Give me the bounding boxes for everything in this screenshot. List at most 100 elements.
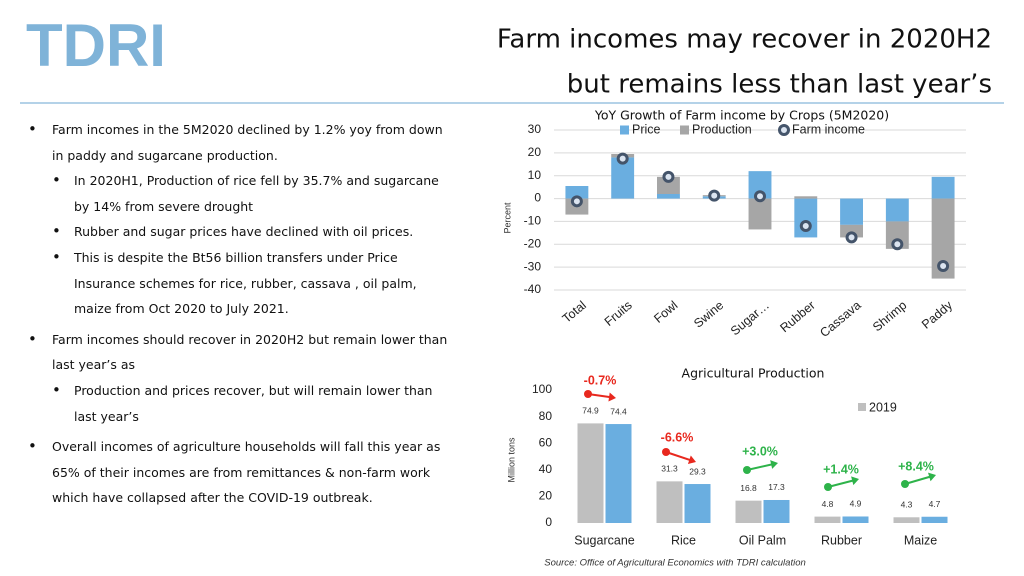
bullet-text: Production and prices recover, but will …	[74, 382, 433, 424]
marker	[937, 260, 950, 272]
value-label: 31.3	[661, 464, 678, 474]
sub-bullet: This is despite the Bt56 billion transfe…	[28, 245, 468, 322]
x-tick-label: Shrimp	[870, 298, 909, 334]
x-tick-label: Oil Palm	[739, 533, 786, 547]
y-tick-label: 80	[539, 409, 553, 423]
value-label: 4.8	[822, 499, 834, 509]
arrow-head	[687, 455, 696, 465]
x-tick-label: Rubber	[777, 298, 817, 335]
x-tick-label: Maize	[904, 533, 937, 547]
bar	[577, 423, 604, 523]
bar-segment	[931, 198, 955, 279]
value-label: 74.4	[610, 406, 627, 416]
arrow-head	[928, 472, 936, 482]
marker	[891, 238, 904, 251]
y-tick-label: -30	[524, 259, 542, 273]
x-tick-label: Cassava	[817, 298, 863, 340]
bar	[842, 516, 869, 523]
legend-label: Production	[692, 122, 752, 136]
source: Source: Office of Agricultural Economics…	[544, 558, 806, 569]
y-tick-label: 20	[528, 145, 542, 159]
bar-segment	[885, 198, 909, 222]
marker	[662, 170, 675, 183]
bar-segment	[657, 176, 680, 194]
legend-swatch	[858, 403, 866, 411]
marker	[708, 189, 721, 202]
bullet-text: This is despite the Bt56 billion transfe…	[74, 249, 417, 317]
sub-bullet: Production and prices recover, but will …	[28, 378, 468, 429]
y-axis-label: Percent	[502, 202, 512, 234]
x-tick-label: Rubber	[821, 533, 862, 547]
annotation: +8.4%	[898, 459, 934, 473]
title-line: but remains less than last year’s	[567, 70, 992, 100]
marker	[845, 231, 858, 244]
arrow-shaft	[904, 475, 932, 485]
value-label: 17.3	[768, 482, 785, 492]
y-tick-label: 0	[545, 515, 552, 529]
annotation: +1.4%	[823, 462, 859, 476]
y-tick-label: -40	[524, 282, 542, 296]
bullet-list: Farm incomes in the 5M2020 declined by 1…	[28, 117, 468, 511]
x-tick-label: Total	[560, 298, 589, 326]
bar-segment	[657, 194, 680, 199]
annotation: +3.0%	[742, 444, 778, 458]
x-tick-label: Paddy	[919, 298, 956, 332]
value-label: 16.8	[740, 483, 757, 493]
value-label: 4.3	[901, 500, 913, 510]
bar	[656, 481, 683, 523]
value-label: 4.9	[850, 499, 862, 509]
arrow-head	[770, 460, 778, 469]
value-label: 74.9	[582, 406, 599, 416]
legend-label: Price	[632, 122, 661, 136]
arrow-shaft	[665, 451, 692, 462]
bar-segment	[885, 221, 909, 249]
arrow-head	[851, 476, 859, 486]
x-tick-label: Fowl	[651, 298, 680, 326]
sub-bullet: In 2020H1, Production of rice fell by 35…	[28, 168, 468, 219]
y-tick-label: 20	[539, 489, 553, 503]
y-tick-label: 30	[528, 122, 542, 136]
bar	[814, 516, 841, 523]
x-tick-label: Swine	[691, 298, 726, 331]
chart-title: Agricultural Production	[682, 366, 825, 381]
legend-marker	[778, 124, 790, 136]
bar	[921, 516, 948, 523]
arrow-shaft	[827, 479, 855, 488]
bar	[605, 424, 632, 523]
marker	[570, 195, 583, 208]
marker	[616, 152, 629, 165]
bullet: Farm incomes should recover in 2020H2 bu…	[28, 327, 468, 378]
bar-segment	[840, 224, 863, 238]
bar-segment	[794, 196, 818, 199]
legend-label: Farm income	[792, 122, 865, 136]
bullet: Overall incomes of agriculture household…	[28, 434, 468, 511]
bar-segment	[931, 176, 955, 199]
bar	[684, 484, 711, 523]
bullet-text: Farm incomes should recover in 2020H2 bu…	[52, 331, 448, 373]
x-tick-label: Sugarcane	[574, 533, 635, 547]
bullet: Farm incomes in the 5M2020 declined by 1…	[28, 117, 468, 168]
x-tick-label: Rice	[671, 533, 696, 547]
arrow-head	[608, 392, 616, 402]
chart-title: YoY Growth of Farm income by Crops (5M20…	[594, 108, 889, 123]
y-tick-label: -20	[524, 236, 542, 250]
y-tick-label: 60	[539, 435, 553, 449]
y-tick-label: 100	[532, 382, 552, 396]
bar	[735, 500, 762, 523]
y-axis-label: Million tons	[506, 437, 516, 483]
legend-label: 2019	[869, 400, 897, 414]
x-tick-label: Fruits	[602, 298, 635, 329]
title-line: Farm incomes may recover in 2020H2	[497, 25, 992, 55]
marker	[799, 220, 812, 232]
value-label: 4.7	[929, 499, 941, 509]
logo: TDRI	[26, 12, 166, 79]
legend-swatch	[620, 125, 629, 135]
arrow-shaft	[746, 463, 774, 471]
bullet-text: Overall incomes of agriculture household…	[52, 439, 441, 506]
bar-segment	[840, 198, 863, 225]
sub-bullet: Rubber and sugar prices have declined wi…	[28, 219, 468, 245]
bullet-text: In 2020H1, Production of rice fell by 35…	[74, 173, 439, 214]
bar	[763, 499, 790, 523]
